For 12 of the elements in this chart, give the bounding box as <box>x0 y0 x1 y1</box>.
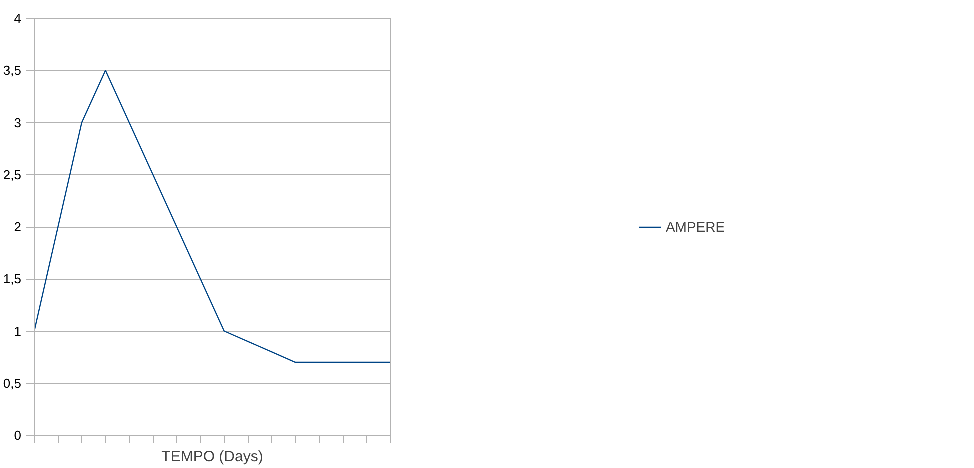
line-series <box>34 70 390 364</box>
y-tick-label: 4 <box>14 11 22 26</box>
y-tick-label: 1,5 <box>3 272 22 287</box>
y-tick-label: 3,5 <box>3 63 22 78</box>
y-tick-label: 2 <box>14 220 22 234</box>
legend-label: AMPERE <box>666 218 726 234</box>
x-axis-title: TEMPO (Days) <box>162 448 264 466</box>
y-tick-label: 2,5 <box>3 167 22 182</box>
y-tick-label: 3 <box>14 115 22 130</box>
y-tick-label: 0,5 <box>3 376 22 391</box>
y-tick-label: 0 <box>14 428 22 443</box>
y-tick-label: 1 <box>14 324 22 339</box>
